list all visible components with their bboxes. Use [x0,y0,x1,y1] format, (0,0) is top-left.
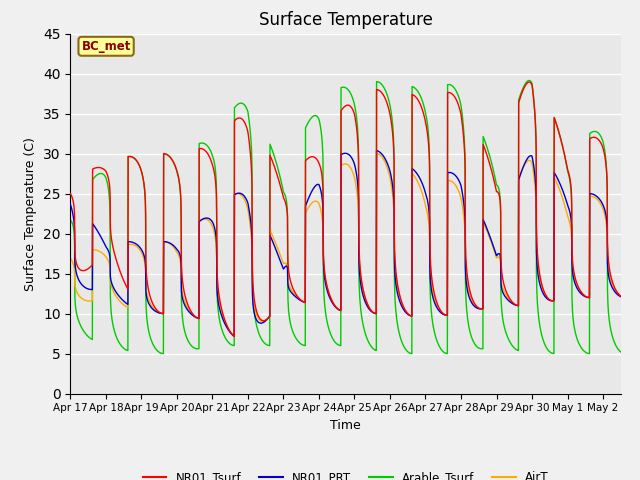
Legend: NR01_Tsurf, NR01_PRT, Arable_Tsurf, AirT: NR01_Tsurf, NR01_PRT, Arable_Tsurf, AirT [138,466,554,480]
Title: Surface Temperature: Surface Temperature [259,11,433,29]
Text: BC_met: BC_met [81,40,131,53]
Y-axis label: Surface Temperature (C): Surface Temperature (C) [24,137,38,290]
X-axis label: Time: Time [330,419,361,432]
